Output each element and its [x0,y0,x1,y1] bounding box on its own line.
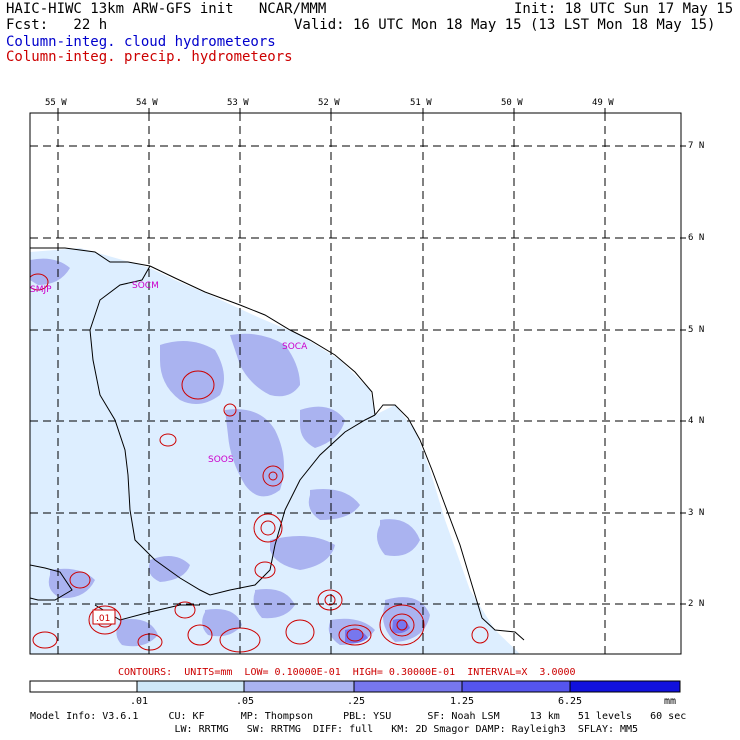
lon-label-49w: 49 W [592,98,614,108]
valid-time: Valid: 16 UTC Mon 18 May 15 (13 LST Mon … [294,17,716,33]
lat-label-5n: 5 N [688,325,705,335]
station-smjp: SMJP [30,285,52,295]
model-info-line1: Model Info: V3.6.1 CU: KF MP: Thompson P… [30,711,687,722]
station-socm: SOCM [132,281,159,291]
map-frame [29,112,682,655]
station-soca: SOCA [282,342,308,352]
lat-label-7n: 7 N [688,141,705,151]
plot-title: HAIC-HIWC 13km ARW-GFS init NCAR/MMM [6,1,327,17]
lat-label-6n: 6 N [688,233,705,243]
frame-ticks [57,108,686,605]
init-time: Init: 18 UTC Sun 17 May 15 [514,1,734,17]
field-cloud-label: Column-integ. cloud hydrometeors [6,34,276,50]
lat-label-2n: 2 N [688,599,705,609]
colorbar-seg-5 [569,680,681,693]
lon-label-55w: 55 W [45,98,67,108]
station-soos: SOOS [208,455,234,465]
colorbar-seg-1 [136,680,245,693]
forecast-hour: Fcst: 22 h [6,17,108,33]
model-info-line2: LW: RRTMG SW: RRTMG DIFF: full KM: 2D Sm… [30,724,639,735]
lon-label-53w: 53 W [227,98,249,108]
field-precip-label: Column-integ. precip. hydrometeors [6,49,293,65]
lat-label-3n: 3 N [688,508,705,518]
contour-label: .01 [96,614,110,624]
colorbar-seg-0 [29,680,138,693]
colorbar-tick-3: 1.25 [450,696,475,707]
colorbar-tick-0: .01 [130,696,149,707]
colorbar-tick-4: 6.25 [558,696,583,707]
contour-label-box [92,609,116,625]
colorbar-tick-1: .05 [236,696,255,707]
precip-contours [30,273,489,653]
colorbar-seg-3 [353,680,463,693]
lon-label-51w: 51 W [410,98,432,108]
contours-info: CONTOURS: UNITS=mm LOW= 0.10000E-01 HIGH… [118,667,576,678]
lon-label-52w: 52 W [318,98,340,108]
lon-label-54w: 54 W [136,98,158,108]
lat-lon-grid [30,113,681,654]
lon-label-50w: 50 W [501,98,523,108]
colorbar-seg-4 [461,680,571,693]
lat-label-4n: 4 N [688,416,705,426]
colorbar-unit: mm [664,696,677,707]
colorbar-tick-2: .25 [347,696,366,707]
colorbar-seg-2 [243,680,355,693]
